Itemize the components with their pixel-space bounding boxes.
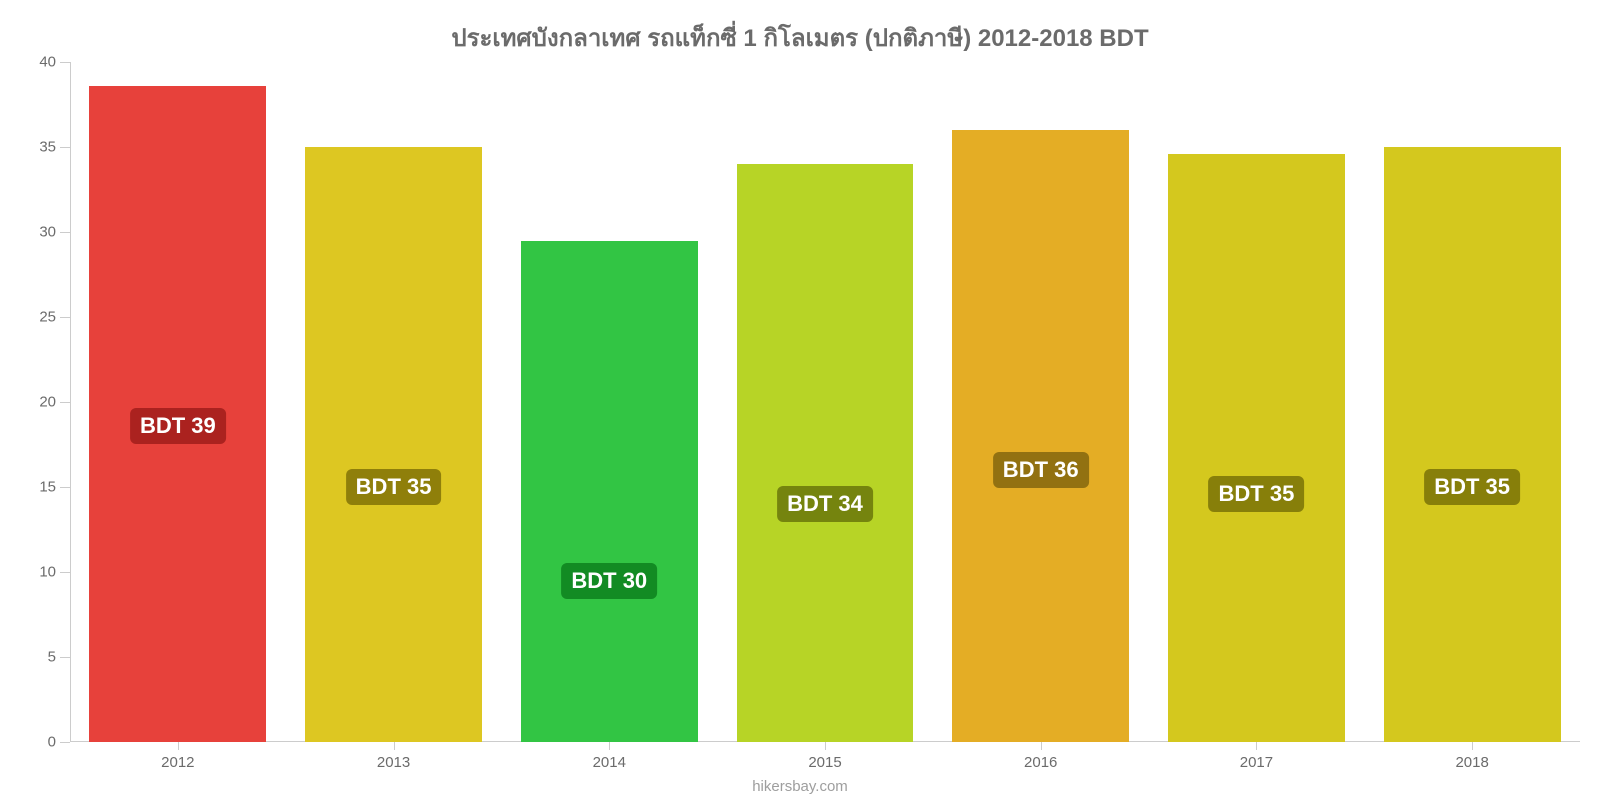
y-tick-label: 35 bbox=[39, 139, 70, 156]
x-tick bbox=[1041, 742, 1042, 750]
x-tick bbox=[825, 742, 826, 750]
bar: BDT 30 bbox=[521, 241, 698, 743]
chart-source: hikersbay.com bbox=[0, 778, 1600, 795]
y-tick-label: 30 bbox=[39, 224, 70, 241]
bar-value-label: BDT 39 bbox=[130, 408, 226, 444]
y-tick-label: 20 bbox=[39, 394, 70, 411]
bar: BDT 35 bbox=[305, 147, 482, 742]
bar-value-label: BDT 35 bbox=[1209, 476, 1305, 512]
y-tick-label: 5 bbox=[48, 649, 70, 666]
bar: BDT 39 bbox=[89, 86, 266, 742]
x-tick bbox=[1472, 742, 1473, 750]
chart-title: ประเทศบังกลาเทศ รถแท็กซี่ 1 กิโลเมตร (ปก… bbox=[0, 18, 1600, 57]
bar: BDT 34 bbox=[737, 164, 914, 742]
x-tick bbox=[394, 742, 395, 750]
bar-value-label: BDT 36 bbox=[993, 452, 1089, 488]
bar-value-label: BDT 35 bbox=[346, 469, 442, 505]
x-tick bbox=[609, 742, 610, 750]
bar: BDT 35 bbox=[1384, 147, 1561, 742]
y-tick-label: 25 bbox=[39, 309, 70, 326]
bar-value-label: BDT 34 bbox=[777, 486, 873, 522]
bar: BDT 35 bbox=[1168, 154, 1345, 742]
plot-area: 0510152025303540BDT 392012BDT 352013BDT … bbox=[70, 62, 1580, 742]
bar-value-label: BDT 30 bbox=[561, 563, 657, 599]
y-tick-label: 10 bbox=[39, 564, 70, 581]
y-axis-line bbox=[70, 62, 71, 742]
y-tick-label: 0 bbox=[48, 734, 70, 751]
x-tick bbox=[1256, 742, 1257, 750]
chart-container: ประเทศบังกลาเทศ รถแท็กซี่ 1 กิโลเมตร (ปก… bbox=[0, 0, 1600, 800]
y-tick-label: 40 bbox=[39, 54, 70, 71]
y-tick-label: 15 bbox=[39, 479, 70, 496]
bar-value-label: BDT 35 bbox=[1424, 469, 1520, 505]
x-tick bbox=[178, 742, 179, 750]
bar: BDT 36 bbox=[952, 130, 1129, 742]
